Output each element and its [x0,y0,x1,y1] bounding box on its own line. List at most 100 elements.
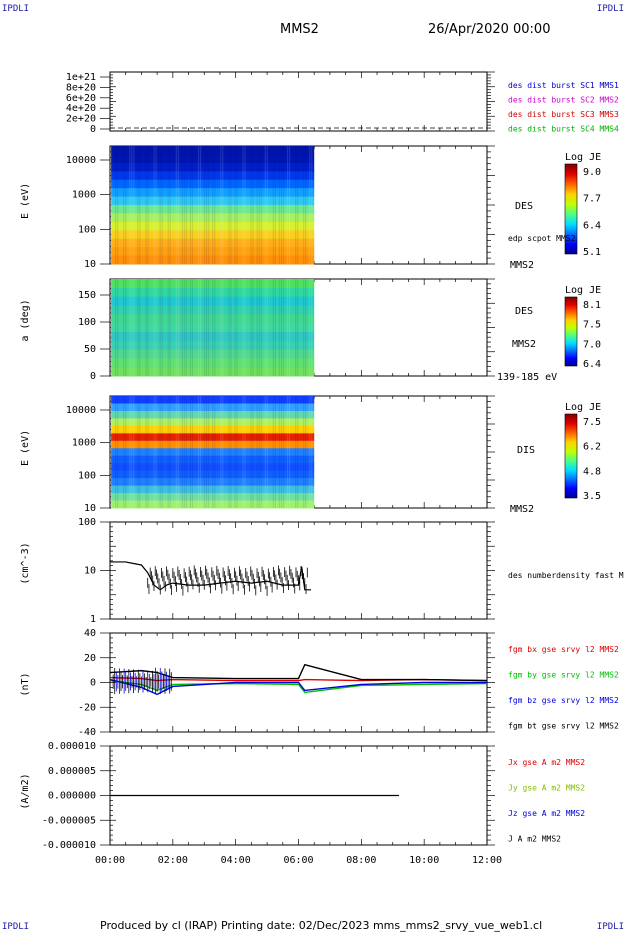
y-tick-label: 100 [78,517,96,528]
heatmap-streak [125,279,127,376]
heatmap-row [111,410,315,419]
heatmap-streak [274,396,276,508]
side-label: edp scpot MMS2 [508,234,576,243]
colorbar [564,413,578,499]
heatmap-streak [242,146,244,264]
heatmap-streak [153,146,155,264]
heatmap-streak [133,279,135,376]
footer-credits: Produced by cl (IRAP) Printing date: 02/… [100,919,543,932]
heatmap-streak [133,146,135,264]
heatmap-row [111,349,315,359]
time-tick-label: 02:00 [158,855,188,866]
heatmap-row [111,154,315,164]
y-tick-label: 4e+20 [66,103,96,114]
heatmap-row [111,323,315,333]
heatmap-streak [234,279,236,376]
heatmap-streak [264,396,266,508]
heatmap-streak [278,396,281,508]
heatmap-streak [123,146,125,264]
heatmap-row [111,403,315,412]
heatmap-streak [204,396,206,508]
heatmap-streak [208,279,210,376]
side-label: 139-185 eV [497,372,557,383]
heatmap-streak [181,146,183,264]
y-tick-label: 6e+20 [66,93,96,104]
heatmap-streak [282,146,285,264]
heatmap-streak [264,279,266,376]
heatmap-row [111,433,315,442]
heatmap-streak [197,279,200,376]
heatmap-streak [199,146,202,264]
heatmap-row [111,358,315,368]
side-label: DIS [517,445,535,456]
heatmap-row [111,196,315,206]
heatmap-streak [228,146,230,264]
heatmap-row [111,418,315,427]
legend-entry: des dist burst SC4 MMS4 [508,125,619,134]
heatmap-streak [236,396,238,508]
heatmap-streak [115,146,117,264]
heatmap-row [111,425,315,434]
colorbar-title: Log JE [565,285,601,296]
heatmap-row [111,314,315,324]
y-tick-label: 0.000000 [48,791,96,802]
heatmap-streak [177,279,179,376]
heatmap-streak [220,279,222,376]
heatmap-streak [125,146,127,264]
y-tick-label: 1000 [72,190,96,201]
heatmap-streak [183,396,185,508]
heatmap-streak [212,146,214,264]
heatmap-row [111,238,315,248]
heatmap-streak [222,279,224,376]
heatmap-streak [117,146,119,264]
side-label: MMS2 [510,504,534,515]
time-tick-label: 12:00 [472,855,502,866]
heatmap-streak [137,396,139,508]
heatmap-streak [139,146,141,264]
heatmap-streak [311,146,313,264]
heatmap-streak [145,279,147,376]
heatmap-streak [206,146,208,264]
heatmap-streak [167,279,169,376]
heatmap-row [111,455,315,464]
y-tick-label: 0.000010 [48,741,96,752]
heatmap-streak [177,146,179,264]
y-tick-label: 10 [84,259,96,270]
heatmap-streak [123,279,125,376]
heatmap-streak [189,146,192,264]
heatmap-streak [244,396,246,508]
corner-label-bottom-left: IPDLI [2,922,30,932]
heatmap-streak [244,146,246,264]
heatmap-streak [288,396,291,508]
heatmap-row [111,213,315,223]
y-tick-label: 0.000005 [48,766,96,777]
heatmap-streak [234,396,236,508]
heatmap-streak [272,146,274,264]
heatmap-row [111,162,315,172]
heatmap-streak [181,279,183,376]
heatmap-streak [161,396,163,508]
heatmap-streak [197,146,200,264]
heatmap-row [111,279,315,289]
heatmap-streak [167,146,169,264]
time-tick-label: 08:00 [346,855,376,866]
heatmap-streak [199,396,202,508]
heatmap-row [111,146,315,155]
heatmap-streak [256,396,258,508]
colorbar-tick-label: 6.4 [583,220,601,231]
heatmap-streak [256,146,258,264]
heatmap-streak [169,279,171,376]
heatmap-streak [161,146,163,264]
heatmap-streak [214,396,216,508]
heatmap-streak [295,279,297,376]
heatmap-streak [214,279,216,376]
heatmap-streak [147,279,149,376]
heatmap-streak [278,279,281,376]
heatmap-row [111,485,315,494]
heatmap-streak [274,279,276,376]
heatmap-row [111,287,315,298]
heatmap-streak [305,279,307,376]
heatmap-row [111,305,315,315]
heatmap-streak [286,396,289,508]
heatmap-streak [280,279,283,376]
